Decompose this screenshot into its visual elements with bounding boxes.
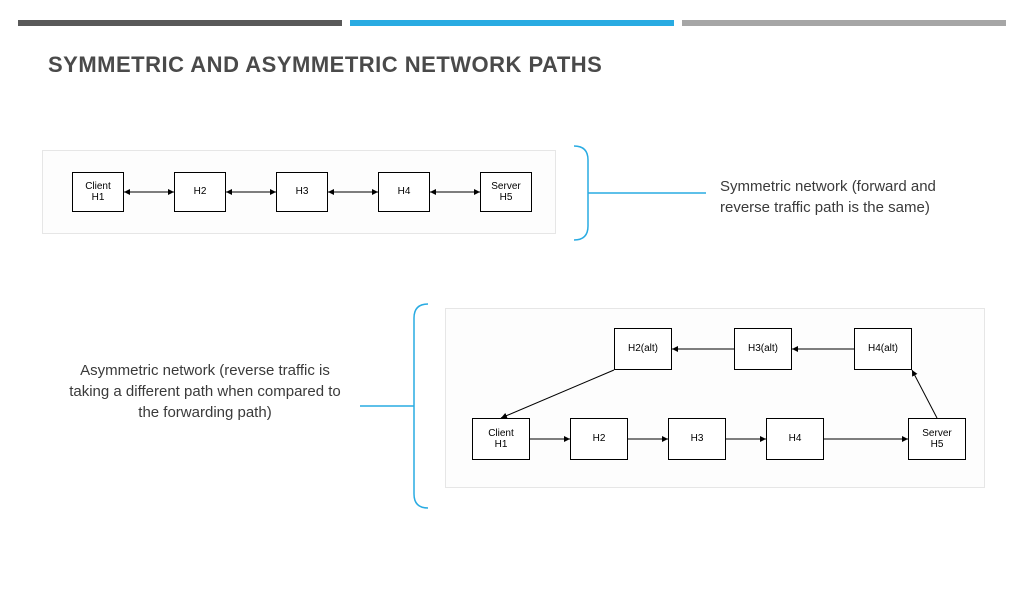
node-s4: H4 (378, 172, 430, 212)
node-a_h4a: H4(alt) (854, 328, 912, 370)
asymmetric-bracket (0, 20, 1024, 596)
node-s2: H2 (174, 172, 226, 212)
node-a_h4: H4 (766, 418, 824, 460)
node-a_srv: Server H5 (908, 418, 966, 460)
node-s1: Client H1 (72, 172, 124, 212)
node-s5: Server H5 (480, 172, 532, 212)
asymmetric-caption: Asymmetric network (reverse traffic is t… (60, 360, 350, 423)
symmetric-caption: Symmetric network (forward and reverse t… (720, 176, 980, 218)
node-a_h3: H3 (668, 418, 726, 460)
node-a_h2a: H2(alt) (614, 328, 672, 370)
node-a_h2: H2 (570, 418, 628, 460)
node-s3: H3 (276, 172, 328, 212)
node-a_h3a: H3(alt) (734, 328, 792, 370)
node-a_cli: Client H1 (472, 418, 530, 460)
